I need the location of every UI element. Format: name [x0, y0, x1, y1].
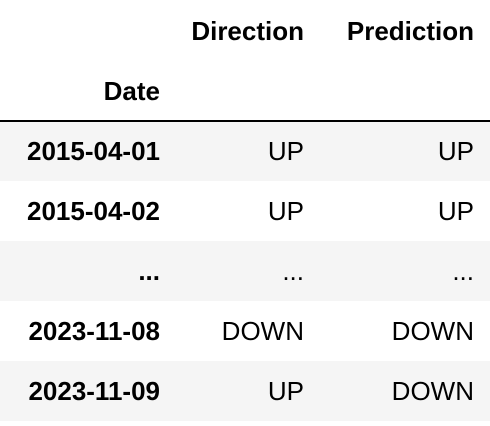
row-index-cell: 2023-11-08: [28, 315, 160, 346]
table-row: 2015-04-02 UP UP: [0, 181, 490, 241]
table-row-ellipsis: ... ... ...: [0, 241, 490, 301]
prediction-cell: DOWN: [391, 375, 474, 406]
direction-cell: UP: [267, 375, 304, 406]
table-body: 2015-04-01 UP UP 2015-04-02 UP UP ... ..…: [0, 121, 490, 421]
column-header-prediction: Prediction: [346, 15, 474, 46]
table-row: 2023-11-09 UP DOWN: [0, 361, 490, 421]
direction-cell: UP: [267, 136, 304, 166]
table-row: 2015-04-01 UP UP: [0, 121, 490, 181]
corner-cell: [0, 0, 170, 62]
prediction-cell: ...: [452, 255, 474, 286]
prediction-cell: DOWN: [391, 315, 474, 346]
table-row: 2023-11-08 DOWN DOWN: [0, 301, 490, 361]
row-index-cell: 2015-04-01: [27, 136, 160, 166]
row-index-cell: 2015-04-02: [27, 195, 160, 226]
column-header-row: Direction Prediction: [0, 0, 490, 62]
empty-header-cell: [320, 62, 490, 122]
direction-cell: ...: [282, 255, 304, 286]
prediction-cell: UP: [437, 195, 474, 226]
row-index-cell: 2023-11-09: [28, 375, 160, 406]
direction-cell: DOWN: [221, 315, 304, 346]
prediction-cell: UP: [437, 136, 474, 166]
row-index-cell: ...: [138, 255, 160, 286]
index-header-row: Date: [0, 62, 490, 122]
empty-header-cell: [170, 62, 320, 122]
index-name-header: Date: [0, 62, 170, 122]
direction-cell: UP: [267, 195, 304, 226]
table-header: Direction Prediction Date: [0, 0, 490, 122]
column-header-direction: Direction: [191, 15, 304, 46]
